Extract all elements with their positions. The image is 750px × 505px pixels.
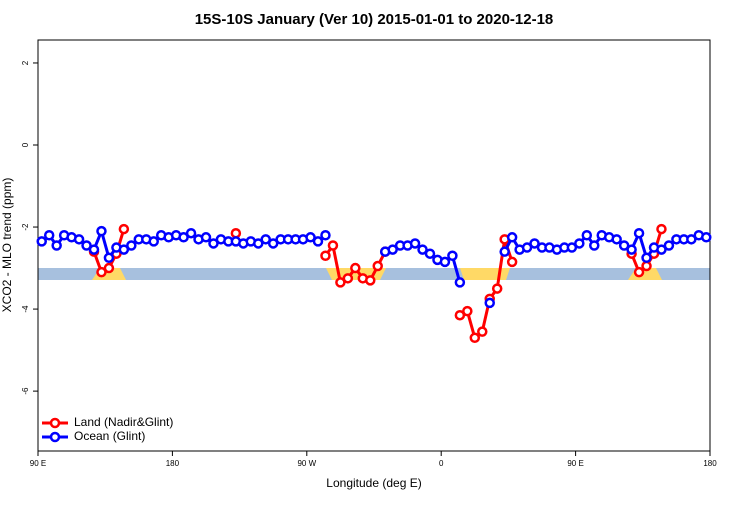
data-point bbox=[260, 234, 271, 245]
data-point bbox=[506, 232, 518, 243]
x-tick-label: 90 E bbox=[30, 459, 46, 468]
data-point bbox=[305, 232, 316, 243]
data-point bbox=[454, 277, 466, 288]
data-point bbox=[81, 240, 92, 251]
y-tick-label: -6 bbox=[21, 387, 30, 395]
data-point bbox=[618, 240, 630, 251]
data-point bbox=[491, 283, 503, 294]
y-axis-label: XCO2 - MLO trend (ppm) bbox=[0, 178, 14, 313]
data-point bbox=[372, 260, 383, 272]
data-point bbox=[43, 229, 55, 241]
data-point bbox=[626, 244, 637, 255]
data-point bbox=[686, 234, 697, 245]
data-point bbox=[118, 223, 130, 235]
data-point bbox=[335, 277, 346, 288]
legend-marker bbox=[49, 417, 61, 429]
data-point bbox=[417, 244, 428, 255]
data-point bbox=[96, 266, 107, 278]
data-point bbox=[185, 227, 197, 239]
data-point bbox=[200, 232, 212, 243]
data-point bbox=[178, 232, 189, 243]
data-point bbox=[589, 240, 600, 251]
y-tick-label: 0 bbox=[21, 142, 30, 147]
data-point bbox=[641, 252, 652, 264]
data-point bbox=[454, 309, 466, 321]
data-point bbox=[253, 238, 264, 249]
data-point bbox=[484, 297, 495, 309]
x-tick-label: 90 E bbox=[567, 459, 583, 468]
x-tick-label: 0 bbox=[439, 459, 444, 468]
data-point bbox=[267, 238, 279, 249]
data-point bbox=[529, 238, 540, 249]
data-point bbox=[409, 238, 421, 249]
x-tick-label: 180 bbox=[166, 459, 180, 468]
x-axis-label: Longitude (deg E) bbox=[326, 476, 421, 490]
y-tick-label: -2 bbox=[21, 223, 30, 231]
land-patch bbox=[460, 268, 510, 280]
data-point bbox=[126, 240, 137, 251]
plot-frame bbox=[37, 39, 711, 452]
data-point bbox=[73, 234, 85, 245]
data-point bbox=[230, 227, 242, 239]
x-tick-label: 180 bbox=[703, 459, 717, 468]
data-point bbox=[365, 275, 376, 286]
data-point bbox=[469, 332, 481, 344]
data-point bbox=[506, 256, 518, 268]
legend-label: Ocean (Glint) bbox=[74, 429, 145, 443]
data-point bbox=[387, 244, 398, 255]
y-tick-label: -4 bbox=[21, 305, 30, 313]
data-point bbox=[148, 236, 159, 247]
data-point bbox=[439, 256, 451, 268]
data-point bbox=[611, 234, 622, 245]
chart-title: 15S-10S January (Ver 10) 2015-01-01 to 2… bbox=[195, 11, 554, 28]
data-point bbox=[36, 236, 47, 247]
data-point bbox=[633, 227, 645, 239]
data-point bbox=[701, 232, 712, 243]
data-point bbox=[88, 244, 100, 255]
data-point bbox=[499, 246, 510, 257]
data-point bbox=[350, 262, 361, 274]
data-point bbox=[103, 252, 115, 264]
data-point bbox=[477, 326, 488, 337]
data-point bbox=[656, 244, 667, 255]
x-tick-label: 90 W bbox=[297, 459, 316, 468]
y-tick-label: 2 bbox=[21, 60, 30, 65]
data-point bbox=[641, 260, 652, 272]
data-point bbox=[312, 236, 324, 247]
data-point bbox=[447, 250, 458, 262]
data-point bbox=[462, 305, 473, 317]
data-point bbox=[581, 229, 593, 241]
data-point bbox=[320, 250, 331, 262]
data-point bbox=[566, 242, 578, 253]
data-point bbox=[342, 273, 354, 284]
data-point bbox=[327, 240, 339, 251]
data-point bbox=[103, 262, 115, 274]
legend-marker bbox=[49, 431, 61, 443]
data-point bbox=[633, 266, 645, 278]
data-point bbox=[51, 240, 62, 251]
legend-label: Land (Nadir&Glint) bbox=[74, 415, 173, 429]
data-point bbox=[320, 229, 331, 241]
data-point bbox=[424, 248, 436, 259]
data-point bbox=[521, 242, 533, 253]
data-point bbox=[663, 240, 675, 251]
data-point bbox=[208, 238, 219, 249]
data-point bbox=[656, 223, 667, 235]
data-point bbox=[96, 225, 107, 237]
data-point bbox=[118, 244, 130, 255]
data-point bbox=[574, 238, 585, 249]
